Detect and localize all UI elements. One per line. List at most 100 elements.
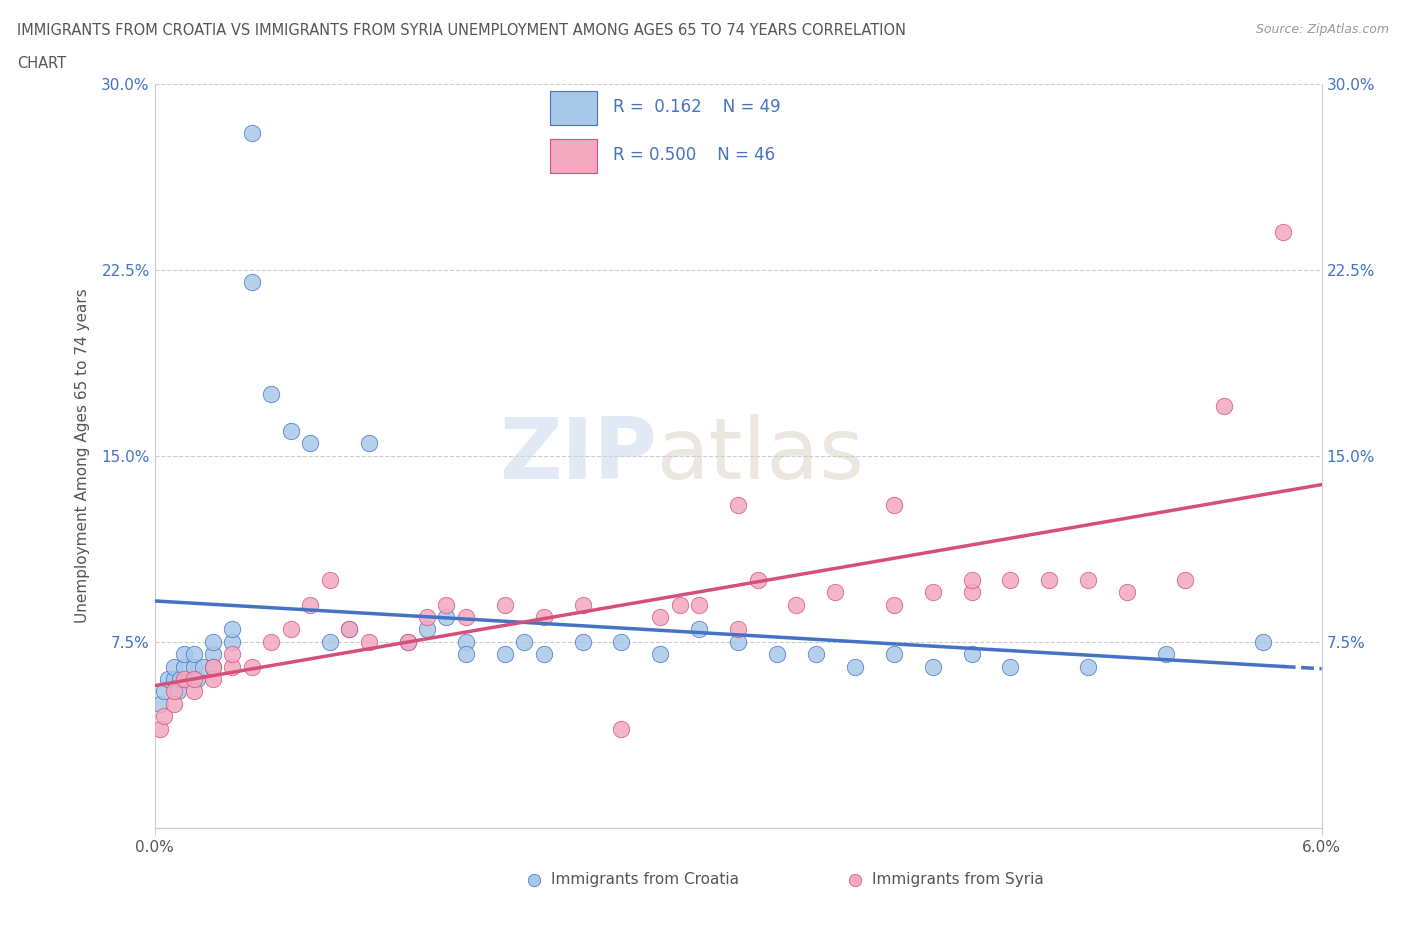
- Point: [494, 597, 516, 612]
- Point: [533, 609, 555, 624]
- Point: [416, 622, 439, 637]
- Point: [454, 646, 477, 661]
- Point: [240, 659, 263, 674]
- Point: [454, 609, 477, 624]
- Point: [727, 498, 749, 512]
- Point: [202, 659, 225, 674]
- Text: Source: ZipAtlas.com: Source: ZipAtlas.com: [1256, 23, 1389, 36]
- Point: [883, 597, 905, 612]
- Text: Immigrants from Syria: Immigrants from Syria: [872, 872, 1045, 887]
- Point: [844, 659, 866, 674]
- Point: [1038, 572, 1060, 587]
- Text: CHART: CHART: [17, 56, 66, 71]
- Point: [202, 671, 225, 686]
- Point: [960, 585, 983, 600]
- Point: [221, 646, 243, 661]
- Point: [747, 572, 769, 587]
- Point: [280, 423, 302, 438]
- Point: [454, 634, 477, 649]
- Point: [357, 436, 380, 451]
- Point: [804, 646, 827, 661]
- Text: R =  0.162    N = 49: R = 0.162 N = 49: [613, 98, 780, 116]
- Point: [1154, 646, 1177, 661]
- Point: [183, 659, 205, 674]
- Point: [921, 659, 943, 674]
- Point: [173, 646, 195, 661]
- Point: [149, 721, 172, 736]
- Point: [183, 646, 205, 661]
- Point: [153, 709, 176, 724]
- Point: [167, 684, 190, 698]
- Point: [318, 634, 342, 649]
- Point: [240, 274, 263, 289]
- Y-axis label: Unemployment Among Ages 65 to 74 years: Unemployment Among Ages 65 to 74 years: [75, 288, 90, 623]
- Point: [173, 671, 195, 686]
- Point: [221, 622, 243, 637]
- Point: [183, 684, 205, 698]
- Point: [337, 622, 360, 637]
- Point: [688, 597, 710, 612]
- Point: [337, 622, 360, 637]
- Point: [202, 659, 225, 674]
- Point: [610, 721, 633, 736]
- Point: [650, 609, 672, 624]
- FancyBboxPatch shape: [550, 139, 598, 173]
- Point: [1213, 399, 1236, 414]
- FancyBboxPatch shape: [550, 91, 598, 125]
- Point: [173, 659, 195, 674]
- Point: [221, 634, 243, 649]
- Point: [396, 634, 419, 649]
- Point: [669, 597, 692, 612]
- Point: [436, 609, 458, 624]
- Point: [1116, 585, 1139, 600]
- Point: [357, 634, 380, 649]
- Point: [260, 386, 283, 401]
- Point: [571, 634, 593, 649]
- Point: [183, 671, 205, 686]
- Point: [436, 597, 458, 612]
- Point: [921, 585, 943, 600]
- Text: ZIP: ZIP: [499, 414, 657, 498]
- Point: [727, 622, 749, 637]
- Point: [163, 697, 186, 711]
- Point: [494, 646, 516, 661]
- Point: [513, 634, 536, 649]
- Point: [1251, 634, 1274, 649]
- Point: [766, 646, 789, 661]
- Point: [186, 671, 208, 686]
- Point: [193, 659, 215, 674]
- Text: IMMIGRANTS FROM CROATIA VS IMMIGRANTS FROM SYRIA UNEMPLOYMENT AMONG AGES 65 TO 7: IMMIGRANTS FROM CROATIA VS IMMIGRANTS FR…: [17, 23, 905, 38]
- Point: [280, 622, 302, 637]
- Point: [416, 609, 439, 624]
- Point: [157, 671, 180, 686]
- Point: [260, 634, 283, 649]
- Point: [299, 436, 322, 451]
- Point: [1271, 225, 1294, 240]
- Point: [163, 659, 186, 674]
- Point: [960, 646, 983, 661]
- Point: [202, 634, 225, 649]
- Point: [1000, 659, 1022, 674]
- Text: R = 0.500    N = 46: R = 0.500 N = 46: [613, 146, 775, 164]
- Point: [163, 684, 186, 698]
- Point: [149, 697, 172, 711]
- Point: [824, 585, 846, 600]
- Point: [240, 126, 263, 140]
- Point: [727, 634, 749, 649]
- Point: [571, 597, 593, 612]
- Point: [202, 646, 225, 661]
- Text: Immigrants from Croatia: Immigrants from Croatia: [551, 872, 740, 887]
- Point: [610, 634, 633, 649]
- Point: [533, 646, 555, 661]
- Point: [688, 622, 710, 637]
- Point: [221, 659, 243, 674]
- Point: [650, 646, 672, 661]
- Point: [1077, 572, 1099, 587]
- Point: [396, 634, 419, 649]
- Point: [169, 671, 191, 686]
- Point: [960, 572, 983, 587]
- Point: [883, 646, 905, 661]
- Point: [153, 684, 176, 698]
- Point: [299, 597, 322, 612]
- Point: [1174, 572, 1197, 587]
